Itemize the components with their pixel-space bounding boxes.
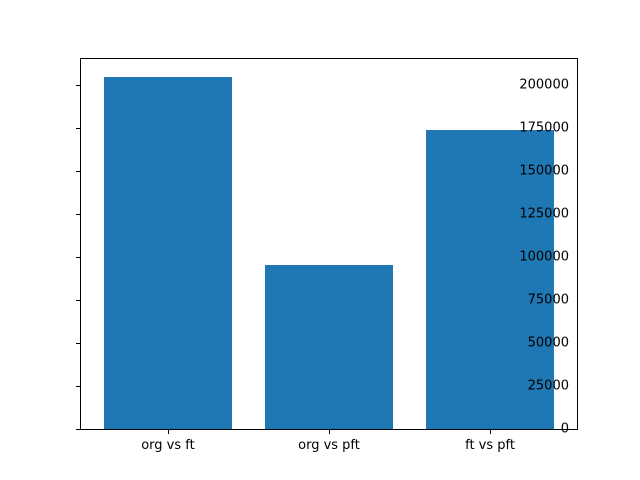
x-tick-mark — [167, 430, 169, 434]
y-tick-label: 125000 — [519, 206, 569, 222]
y-tick-label: 150000 — [519, 163, 569, 179]
y-tick-label: 25000 — [527, 378, 569, 394]
bar-ft-vs-pft — [425, 130, 555, 429]
y-tick-mark — [76, 299, 80, 301]
y-tick-mark — [76, 170, 80, 172]
bar-org-vs-ft — [103, 76, 233, 429]
bar-org-vs-pft — [264, 264, 394, 429]
x-tick-label: org vs ft — [141, 438, 195, 453]
plot-area: 0 25000 50000 75000 100000 125000 150000 175000… — [76, 58, 578, 453]
y-tick-label: 100000 — [519, 249, 569, 265]
x-tick-mark — [490, 430, 492, 434]
y-tick-label: 75000 — [527, 292, 569, 308]
y-tick-mark — [76, 429, 80, 430]
x-tick-label: ft vs pft — [465, 438, 515, 453]
y-tick-mark — [76, 84, 80, 86]
y-tick-label: 50000 — [527, 335, 569, 351]
y-tick-mark — [76, 385, 80, 387]
x-tick-label: org vs pft — [298, 438, 360, 453]
y-tick-mark — [76, 213, 80, 215]
y-tick-label: 0 — [560, 421, 569, 437]
y-tick-mark — [76, 127, 80, 129]
y-tick-mark — [76, 256, 80, 258]
x-tick-mark — [329, 430, 330, 434]
y-tick-mark — [76, 342, 80, 344]
y-tick-label: 175000 — [519, 120, 569, 136]
y-tick-label: 200000 — [519, 77, 569, 93]
